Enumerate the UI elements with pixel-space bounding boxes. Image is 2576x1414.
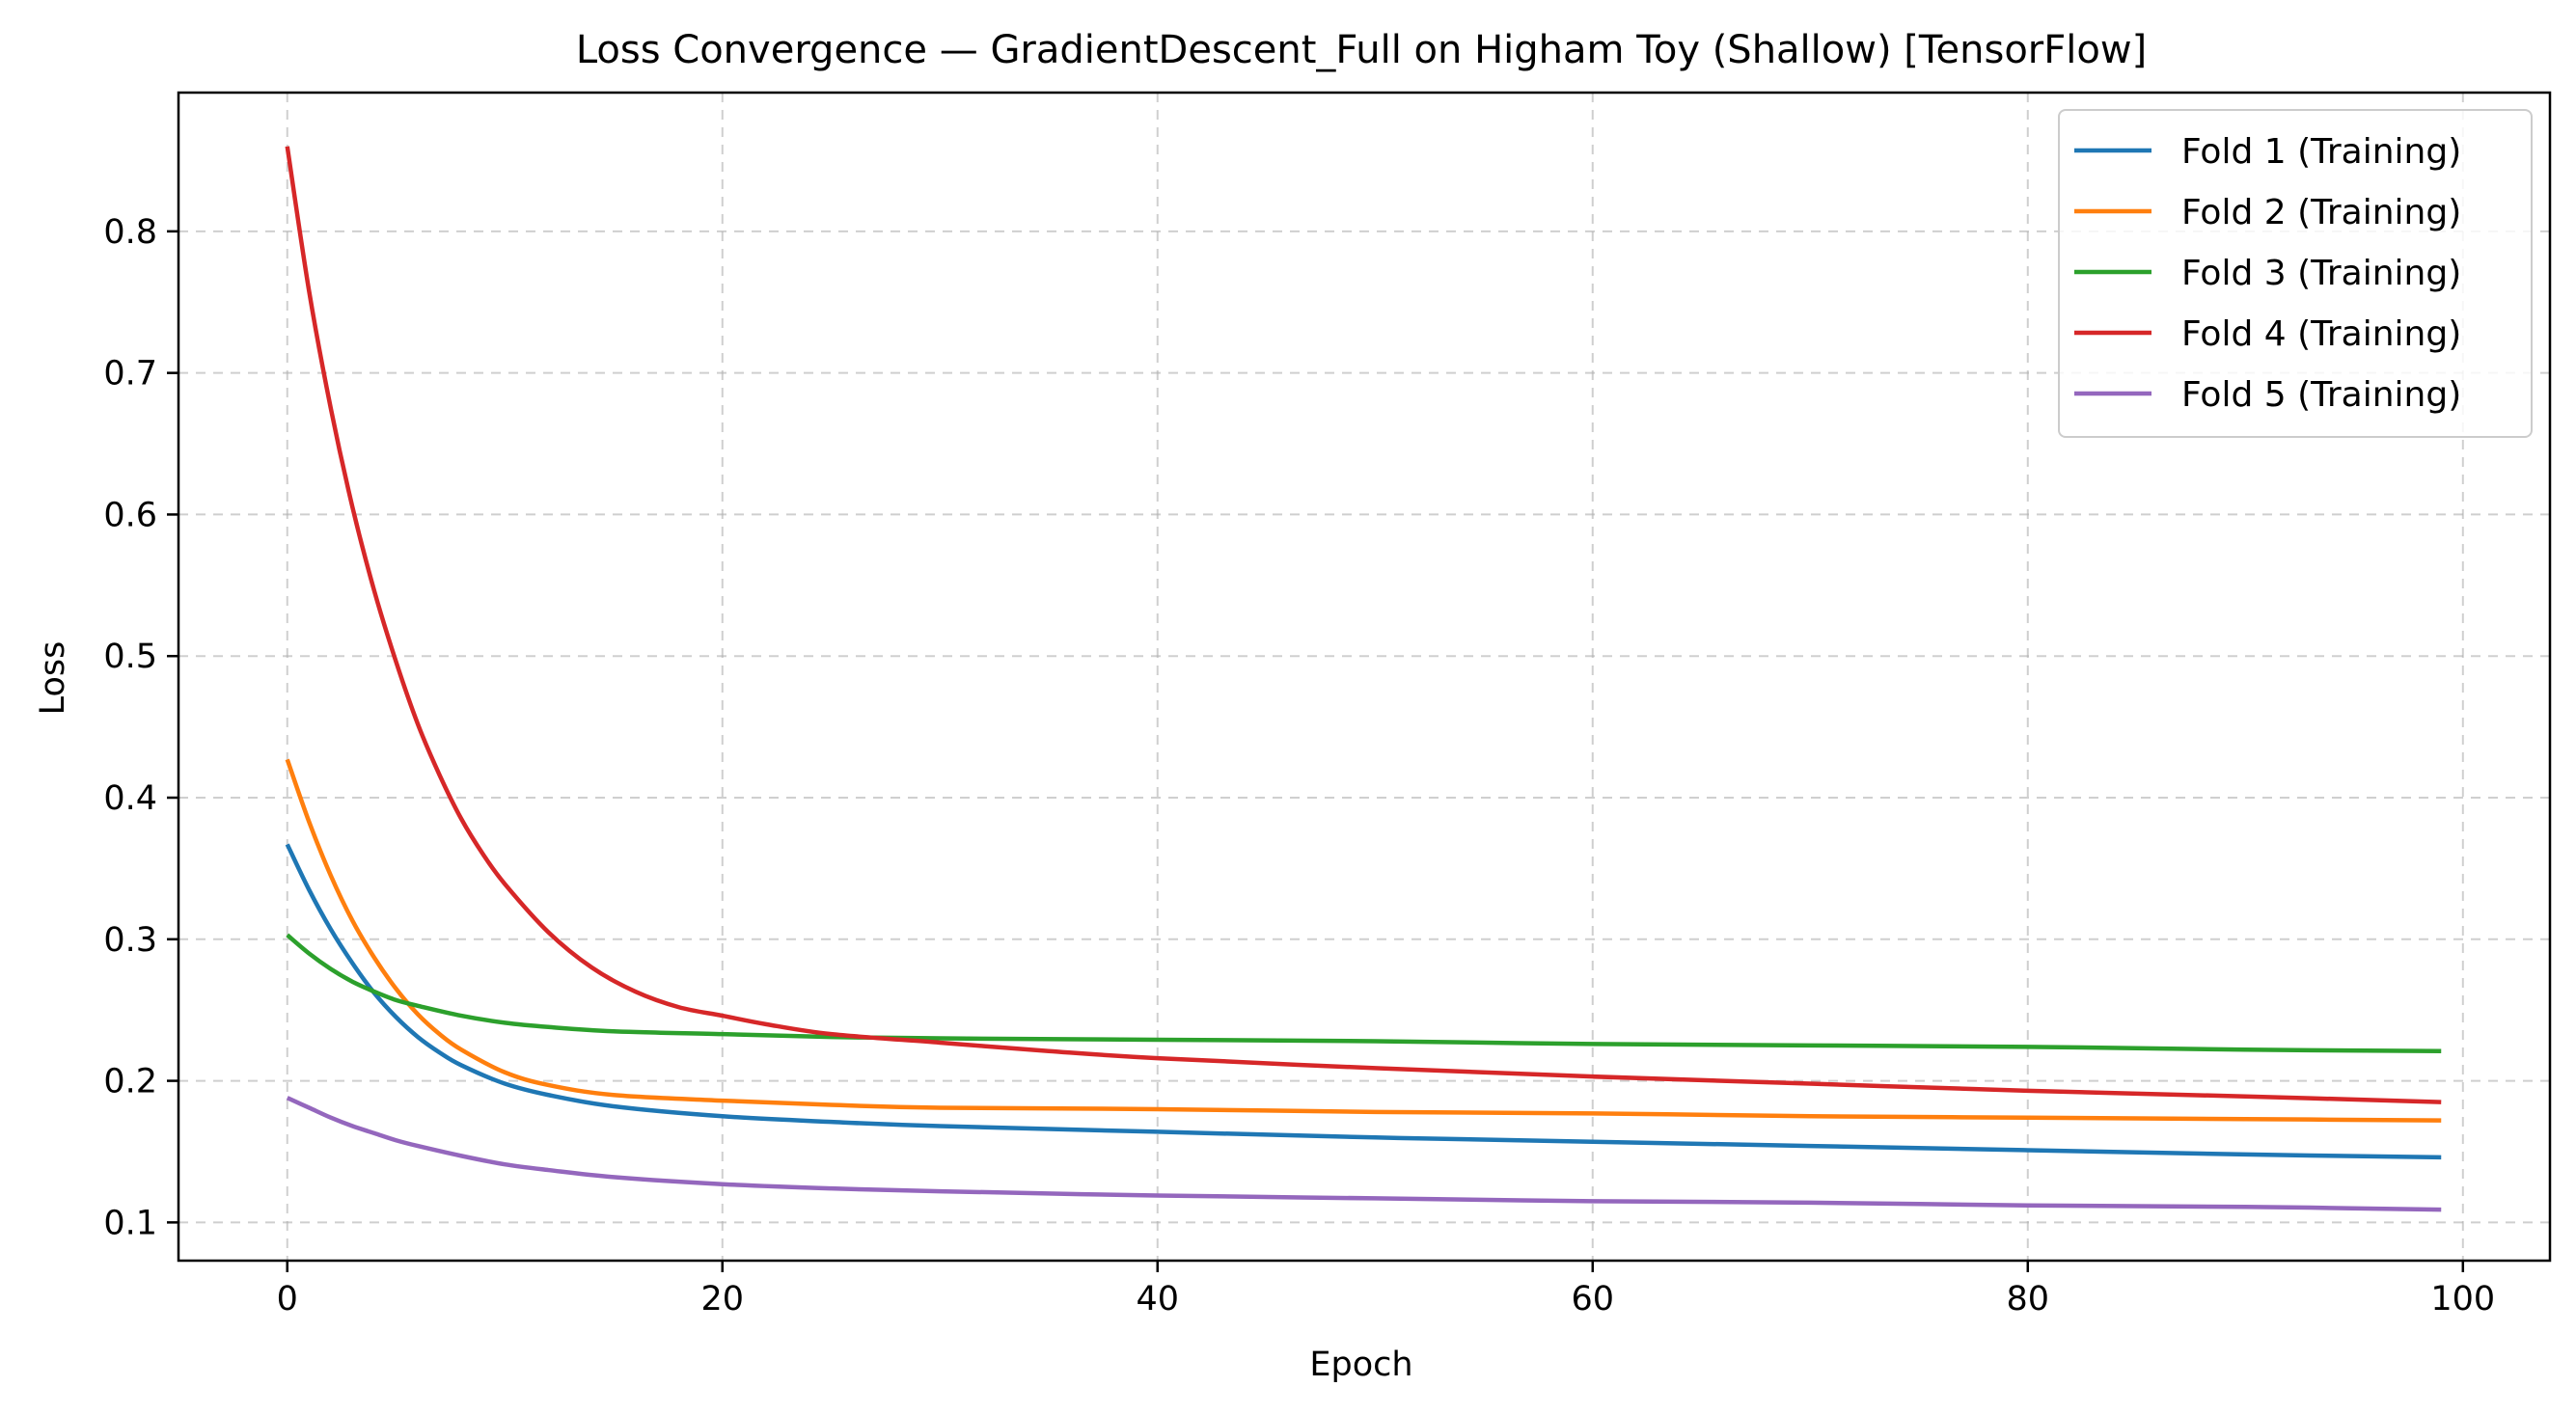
legend-label-fold-1: Fold 1 (Training): [2181, 132, 2461, 172]
x-tick-label: 20: [700, 1280, 744, 1319]
y-tick-label: 0.6: [103, 496, 157, 534]
y-tick-label: 0.3: [103, 921, 157, 960]
y-tick-label: 0.8: [103, 213, 157, 252]
y-tick-label: 0.4: [103, 779, 157, 818]
y-axis-ticks: 0.1 0.2 0.3 0.4 0.5 0.6 0.7 0.8: [103, 213, 178, 1242]
x-tick-label: 0: [277, 1280, 298, 1319]
x-tick-label: 40: [1136, 1280, 1179, 1319]
series-line-fold-2: [285, 758, 2442, 1123]
x-tick-label: 80: [2007, 1280, 2050, 1319]
legend-label-fold-3: Fold 3 (Training): [2181, 254, 2461, 293]
legend: Fold 1 (Training) Fold 2 (Training) Fold 3…: [2058, 109, 2533, 438]
y-axis-label: Loss: [34, 641, 72, 716]
y-tick-label: 0.1: [103, 1204, 157, 1242]
chart-title: Loss Convergence — GradientDescent_Full …: [576, 28, 2147, 72]
legend-box: [2058, 109, 2533, 438]
grid: [178, 93, 2550, 1261]
series-line-fold-5: [286, 1096, 2442, 1212]
legend-label-fold-2: Fold 2 (Training): [2181, 193, 2461, 232]
series-line-fold-4: [285, 146, 2442, 1104]
legend-label-fold-5: Fold 5 (Training): [2181, 375, 2461, 415]
legend-label-fold-4: Fold 4 (Training): [2181, 314, 2461, 354]
x-tick-label: 100: [2430, 1280, 2495, 1319]
plot-frame: [177, 91, 2552, 1263]
y-tick-label: 0.7: [103, 355, 157, 394]
x-tick-label: 60: [1572, 1280, 1615, 1319]
x-axis-ticks: 0 20 40 60 80 100: [277, 1261, 2495, 1319]
y-tick-label: 0.2: [103, 1063, 157, 1101]
series-line-fold-1: [285, 843, 2442, 1160]
series-lines: [285, 146, 2442, 1212]
y-tick-label: 0.5: [103, 638, 157, 676]
x-axis-label: Epoch: [1309, 1346, 1412, 1384]
